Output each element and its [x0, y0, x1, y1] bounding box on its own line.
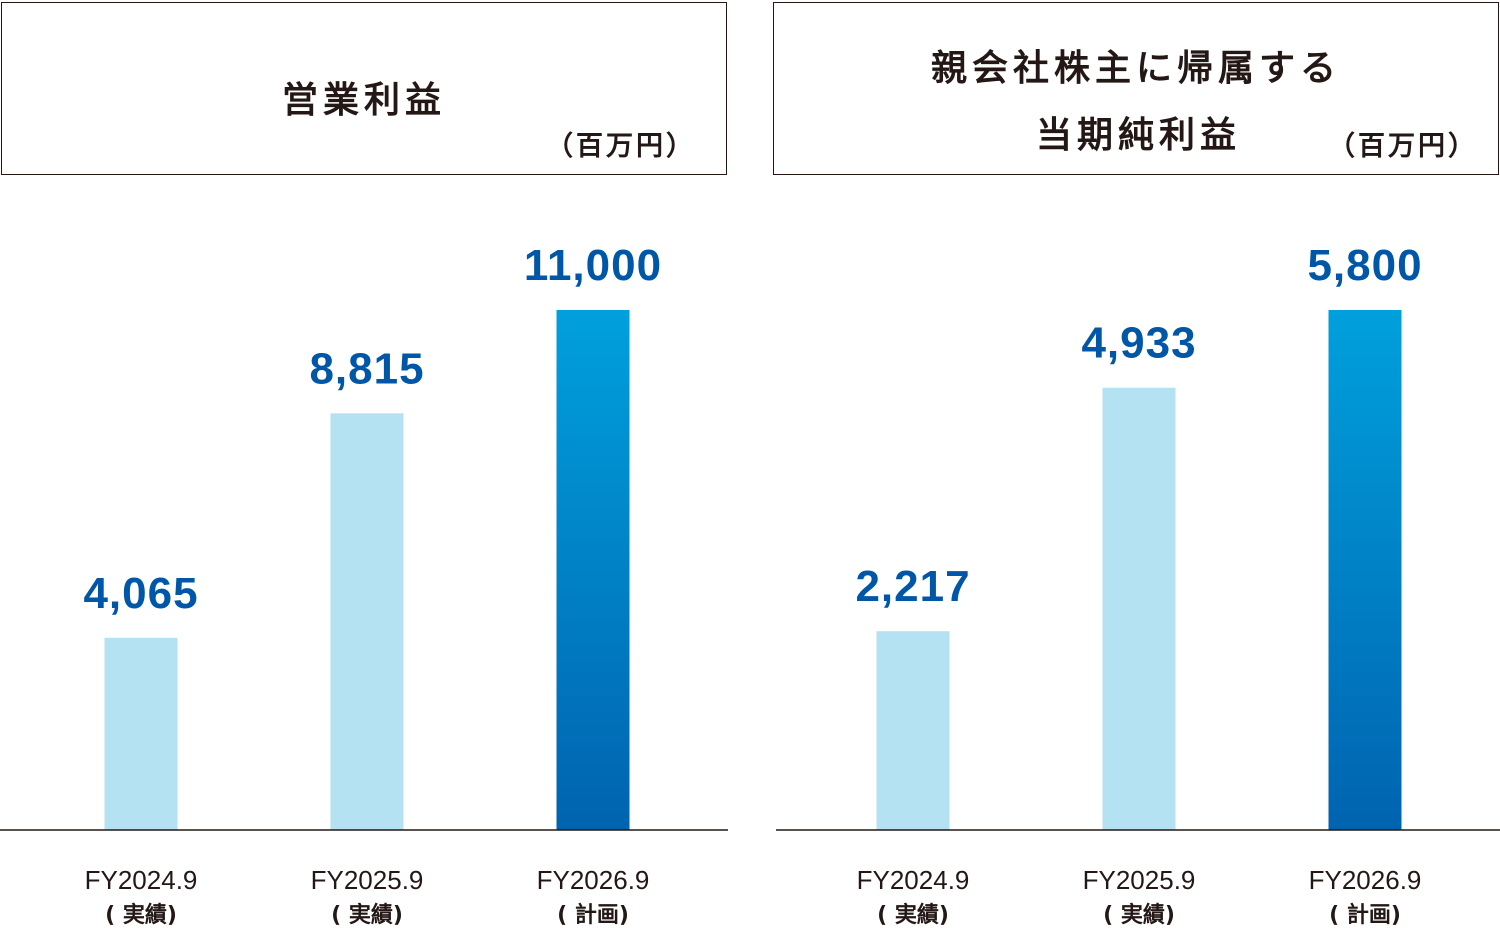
unit-label: （百万円） — [1328, 131, 1478, 162]
data-label: 4,933 — [1081, 319, 1196, 368]
x-tick-label: FY2026.9 — [1309, 865, 1422, 895]
chart-title-box: 営業利益 （百万円） — [1, 2, 727, 175]
net-income-panel: 親会社株主に帰属する 当期純利益 （百万円） 2,217 FY2024.9 ( 実績… — [772, 0, 1500, 932]
operating-profit-chart: 4,065 FY2024.9 ( 実績) 8,815 FY2025.9 ( 実績) 11,0… — [0, 241, 728, 928]
unit-label: （百万円） — [546, 131, 696, 162]
data-label: 4,065 — [83, 569, 198, 618]
chart-title-line2: 当期純利益 — [1036, 115, 1242, 156]
x-tick-label: FY2024.9 — [857, 865, 970, 895]
data-label: 5,800 — [1307, 241, 1422, 290]
bar-fy2025-9 — [1102, 387, 1176, 830]
data-label: 2,217 — [855, 562, 970, 611]
bar-fy2025-9 — [330, 413, 404, 830]
x-tick-label: FY2024.9 — [85, 865, 198, 895]
x-tick-sublabel: ( 計画) — [1329, 902, 1401, 928]
operating-profit-panel: 営業利益 （百万円） 4,065 FY2024.9 ( 実績) 8,815 FY2025… — [0, 0, 728, 932]
bar-fy2024-9 — [876, 631, 950, 830]
bar-fy2026-9 — [1328, 310, 1402, 830]
bar-fy2024-9 — [104, 637, 178, 830]
x-tick-sublabel: ( 実績) — [1103, 902, 1175, 928]
x-tick-label: FY2025.9 — [1083, 865, 1196, 895]
x-tick-sublabel: ( 実績) — [331, 902, 403, 928]
chart-title: 営業利益 — [281, 80, 446, 121]
data-label: 11,000 — [524, 241, 662, 290]
bar-fy2026-9 — [556, 310, 630, 830]
net-income-chart: 2,217 FY2024.9 ( 実績) 4,933 FY2025.9 ( 実績) 5,80… — [776, 241, 1500, 928]
x-tick-label: FY2025.9 — [311, 865, 424, 895]
data-label: 8,815 — [309, 344, 424, 393]
x-tick-sublabel: ( 実績) — [105, 902, 177, 928]
chart-title: 親会社株主に帰属する — [930, 48, 1341, 89]
x-tick-sublabel: ( 計画) — [557, 902, 629, 928]
x-tick-sublabel: ( 実績) — [877, 902, 949, 928]
chart-title-box: 親会社株主に帰属する 当期純利益 （百万円） — [773, 2, 1499, 175]
x-tick-label: FY2026.9 — [537, 865, 650, 895]
